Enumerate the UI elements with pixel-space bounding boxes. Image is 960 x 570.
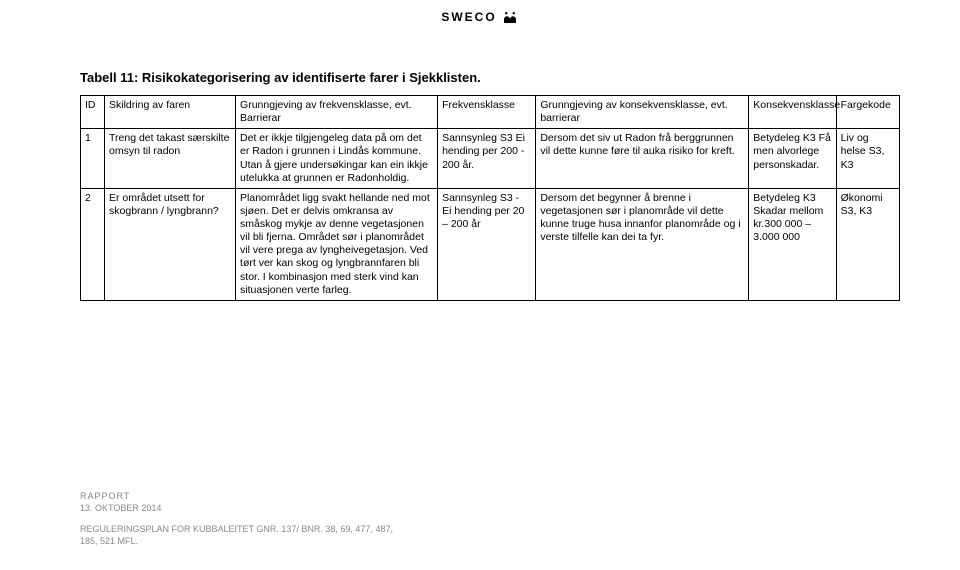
table-caption: Tabell 11: Risikokategorisering av ident… xyxy=(80,70,900,85)
cell-id: 1 xyxy=(81,129,105,189)
footer-line1: RAPPORT xyxy=(80,490,400,503)
risk-table: ID Skildring av faren Grunngjeving av fr… xyxy=(80,95,900,301)
footer-line2: 13. OKTOBER 2014 xyxy=(80,502,400,515)
footer: RAPPORT 13. OKTOBER 2014 REGULERINGSPLAN… xyxy=(80,490,400,548)
cell-grunngjeving: Planområdet ligg svakt hellande ned mot … xyxy=(236,188,438,300)
cell-konsekvens: Betydeleg K3 Få men alvorlege personskad… xyxy=(749,129,836,189)
header-konsekvensgrunn: Grunngjeving av konsekvensklasse, evt. b… xyxy=(536,96,749,129)
logo-text: SWECO xyxy=(441,10,496,24)
table-row: 2 Er området utsett for skogbrann / lyng… xyxy=(81,188,900,300)
cell-fargekode: Økonomi S3, K3 xyxy=(836,188,899,300)
cell-konsekvens: Betydeleg K3 Skadar mellom kr.300 000 – … xyxy=(749,188,836,300)
logo-bar: SWECO xyxy=(0,8,960,26)
cell-frekvens: Sannsynleg S3 - Ei hending per 20 – 200 … xyxy=(438,188,536,300)
cell-skildring: Treng det takast særskilte omsyn til rad… xyxy=(105,129,236,189)
cell-konsekvensgrunn: Dersom det siv ut Radon frå berggrunnen … xyxy=(536,129,749,189)
logo-icon xyxy=(501,8,519,26)
header-grunngjeving: Grunngjeving av frekvensklasse, evt. Bar… xyxy=(236,96,438,129)
cell-grunngjeving: Det er ikkje tilgjengeleg data på om det… xyxy=(236,129,438,189)
cell-frekvens: Sannsynleg S3 Ei hending per 200 - 200 å… xyxy=(438,129,536,189)
cell-konsekvensgrunn: Dersom det begynner å brenne i vegetasjo… xyxy=(536,188,749,300)
header-konsekvens: Konsekvensklasse xyxy=(749,96,836,129)
header-skildring: Skildring av faren xyxy=(105,96,236,129)
cell-fargekode: Liv og helse S3, K3 xyxy=(836,129,899,189)
cell-id: 2 xyxy=(81,188,105,300)
content-area: Tabell 11: Risikokategorisering av ident… xyxy=(80,70,900,301)
table-header-row: ID Skildring av faren Grunngjeving av fr… xyxy=(81,96,900,129)
footer-line3: REGULERINGSPLAN FOR KUBBALEITET GNR. 137… xyxy=(80,523,400,548)
header-fargekode: Fargekode xyxy=(836,96,899,129)
table-row: 1 Treng det takast særskilte omsyn til r… xyxy=(81,129,900,189)
header-id: ID xyxy=(81,96,105,129)
header-frekvens: Frekvensklasse xyxy=(438,96,536,129)
cell-skildring: Er området utsett for skogbrann / lyngbr… xyxy=(105,188,236,300)
